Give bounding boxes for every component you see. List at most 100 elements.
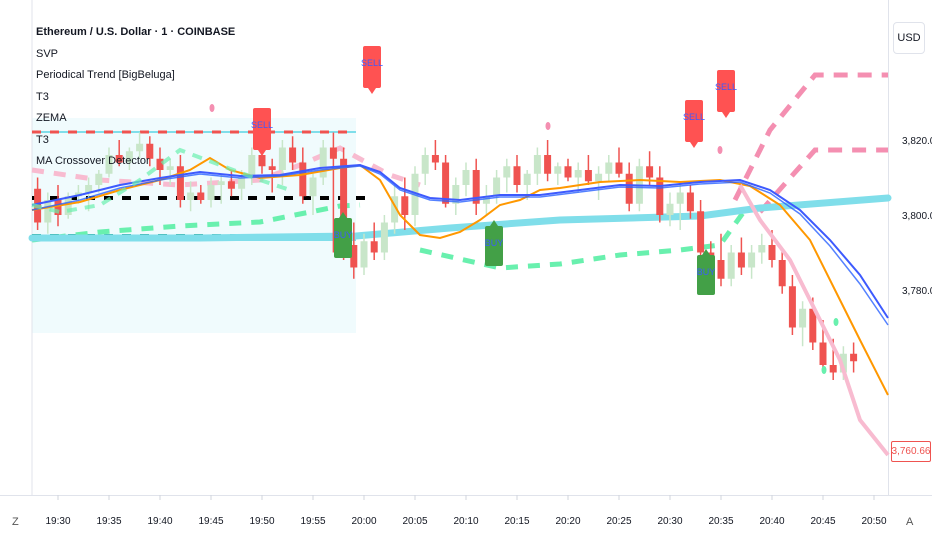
time-tick-label: 20:20: [555, 516, 580, 527]
time-tick-label: 19:35: [96, 516, 121, 527]
sell-label-box: [363, 46, 381, 88]
trend-lower-band-left: [31, 202, 361, 243]
time-tick-label: 20:00: [351, 516, 376, 527]
sell-label-box: [253, 108, 271, 150]
candle-body: [391, 196, 399, 223]
candle-body: [197, 192, 205, 200]
candle-body: [329, 147, 337, 159]
candle-body: [533, 155, 541, 174]
sell-label-text: SELL: [683, 112, 705, 122]
signal-dot: [209, 104, 215, 112]
candle-body: [401, 196, 409, 215]
candle-body: [574, 170, 582, 178]
candle-body: [54, 200, 62, 215]
buy-label-pointer: [490, 220, 498, 226]
candle-body: [544, 155, 552, 174]
ma-pink-line: [738, 184, 890, 457]
legend-periodical-trend[interactable]: Periodical Trend [BigBeluga]: [36, 69, 175, 81]
candle-body: [105, 155, 113, 174]
symbol-title[interactable]: Ethereum / U.S. Dollar · 1 · COINBASE: [36, 26, 236, 38]
candle-body: [748, 252, 756, 268]
time-tick-label: 20:25: [606, 516, 631, 527]
time-tick-label: 20:05: [402, 516, 427, 527]
signal-dot: [545, 122, 551, 130]
candle-body: [768, 245, 776, 260]
candle-body: [625, 173, 633, 204]
candle-body: [207, 185, 215, 200]
sell-label-pointer: [368, 88, 376, 94]
candle-body: [146, 143, 154, 159]
buy-label-text: BUY: [334, 230, 353, 240]
candle-body: [595, 173, 603, 182]
legend-t3-second[interactable]: T3: [36, 133, 49, 146]
candle-body: [156, 158, 164, 170]
candle-body: [227, 181, 235, 189]
candle-body: [452, 185, 460, 204]
candle-body: [248, 155, 256, 178]
candle-body: [462, 170, 470, 185]
buy-label-text: BUY: [485, 238, 504, 248]
buy-label-pointer: [339, 212, 347, 218]
candle-body: [554, 166, 562, 174]
time-tick-label: 20:45: [810, 516, 835, 527]
time-tick-label: 20:50: [861, 516, 886, 527]
candle-body: [166, 166, 174, 170]
candle-body: [421, 155, 429, 174]
time-tick-label: 20:15: [504, 516, 529, 527]
candle-body: [513, 166, 521, 185]
buy-label-text: BUY: [697, 267, 716, 277]
signal-dot: [833, 318, 839, 326]
sell-label-box: [717, 70, 735, 112]
price-tick-label: 3,780.00: [902, 286, 932, 297]
candle-body: [503, 166, 511, 178]
candle-body: [431, 155, 439, 163]
candle-body: [115, 155, 123, 163]
candle-body: [299, 162, 307, 197]
candle-body: [268, 166, 276, 170]
candle-body: [360, 241, 368, 268]
candle-body: [523, 173, 531, 185]
candle-body: [64, 196, 72, 215]
candle-body: [85, 185, 93, 193]
candle-body: [758, 245, 766, 253]
signal-labels: SELL SELL SELL SELL BUY BUY BUY: [251, 46, 737, 295]
candle-body: [809, 308, 817, 343]
candle-body: [472, 170, 480, 204]
time-tick-label: 19:40: [147, 516, 172, 527]
candle-body: [656, 177, 664, 215]
price-tick-label: 3,800.00: [902, 211, 932, 222]
buy-label-box: [697, 255, 715, 295]
legend-t3[interactable]: T3: [36, 90, 49, 103]
candle-body: [737, 252, 745, 268]
currency-button[interactable]: USD: [893, 22, 925, 54]
candle-body: [727, 252, 735, 279]
time-tick-label: 19:30: [45, 516, 70, 527]
candle-body: [646, 166, 654, 178]
trend-lower-band-right: [419, 208, 748, 271]
legend-ma-crossover[interactable]: MA Crossover Detector: [36, 155, 150, 167]
candle-body: [44, 200, 52, 223]
candle-body: [829, 365, 837, 373]
candle-body: [615, 162, 623, 174]
sell-label-text: SELL: [251, 120, 273, 130]
auto-scale-button[interactable]: A: [906, 516, 914, 528]
candle-body: [482, 196, 490, 204]
ma-ribbon-cyan: [28, 194, 892, 242]
timezone-button[interactable]: Z: [12, 516, 19, 528]
candle-body: [370, 241, 378, 253]
candle-body: [350, 245, 358, 268]
moving-averages: [31, 104, 890, 457]
candle-body: [666, 203, 674, 215]
legend-svp[interactable]: SVP: [36, 47, 59, 60]
candle-body: [799, 308, 807, 328]
buy-label-pointer: [702, 249, 710, 255]
candle-body: [819, 342, 827, 365]
sell-label-text: SELL: [715, 82, 737, 92]
candle-body: [788, 286, 796, 328]
candle-body: [564, 166, 572, 178]
time-axis: 19:30 19:35 19:40 19:45 19:50 19:55 20:00 20:05…: [45, 495, 887, 527]
legend-zema[interactable]: ZEMA: [36, 112, 67, 124]
sell-label-pointer: [690, 142, 698, 148]
candle-body: [676, 192, 684, 204]
